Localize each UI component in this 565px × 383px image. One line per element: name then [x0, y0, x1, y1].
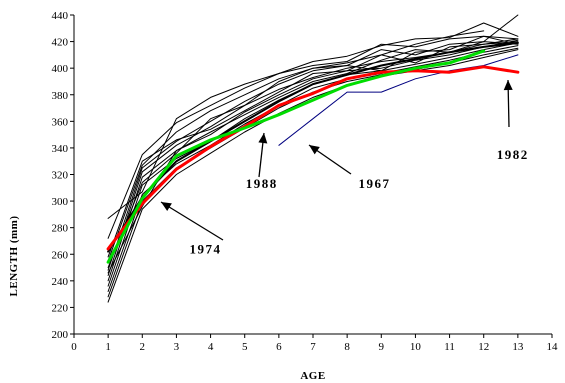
series-line-0 [107, 22, 519, 219]
series-line-5 [107, 39, 519, 282]
tick-layer: 0 1 2 3 4 5 6 7 8 9 10 11 12 13 1420022024026028030032… [52, 10, 559, 353]
x-tick-label-10: 10 [410, 341, 422, 353]
annotation-arrow-line-0 [160, 201, 224, 241]
series-layer [106, 14, 520, 303]
x-tick-label-13: 13 [512, 341, 524, 353]
x-tick-label-9: 9 [379, 341, 385, 353]
y-tick-label-0: 200 [52, 329, 69, 341]
x-tick-label-6: 6 [276, 341, 282, 353]
y-tick-label-2: 240 [52, 276, 69, 288]
y-tick-label-9: 380 [52, 90, 69, 102]
annotation-arrowhead-3 [503, 80, 513, 91]
x-tick-label-8: 8 [344, 341, 350, 353]
x-tick-label-14: 14 [547, 341, 559, 353]
annotation-layer: 1974 1988 1967 1982 [160, 79, 529, 257]
series-line-1 [107, 35, 519, 239]
annotation-label-3: 1982 [497, 147, 529, 162]
y-tick-label-6: 320 [52, 170, 69, 182]
annotation-label-2: 1967 [358, 176, 390, 191]
series-line-9 [107, 49, 519, 303]
y-tick-label-3: 260 [52, 249, 69, 261]
series-line-2 [107, 30, 485, 262]
series-line-10 [107, 41, 519, 258]
y-tick-label-1: 220 [52, 302, 69, 314]
x-tick-label-7: 7 [310, 341, 316, 353]
annotation-arrowhead-1 [258, 133, 268, 144]
series-line-8 [107, 47, 519, 298]
series-line-16 [106, 49, 486, 264]
x-tick-label-5: 5 [242, 341, 248, 353]
series-line-7 [107, 45, 519, 292]
series-line-13 [107, 38, 519, 274]
annotation-arrowhead-0 [161, 202, 172, 212]
annotation-label-0: 1974 [189, 242, 221, 257]
x-tick-label-4: 4 [208, 341, 214, 353]
y-tick-label-10: 400 [52, 63, 69, 75]
x-tick-label-12: 12 [478, 341, 489, 353]
annotation-arrowhead-2 [309, 145, 320, 155]
y-tick-label-4: 280 [52, 223, 69, 235]
y-axis-title: LENGTH (mm) [8, 216, 20, 297]
x-tick-label-0: 0 [71, 341, 77, 353]
x-tick-label-11: 11 [444, 341, 455, 353]
x-tick-label-3: 3 [174, 341, 180, 353]
series-line-11 [107, 35, 519, 268]
x-tick-label-2: 2 [140, 341, 146, 353]
x-tick-label-1: 1 [105, 341, 111, 353]
y-tick-label-5: 300 [52, 196, 69, 208]
series-line-15 [106, 65, 520, 251]
x-axis-title: AGE [300, 370, 325, 382]
annotation-label-1: 1988 [246, 176, 278, 191]
y-tick-label-8: 360 [52, 116, 69, 128]
y-tick-label-12: 440 [52, 10, 69, 22]
series-line-3 [107, 14, 519, 271]
y-tick-label-7: 340 [52, 143, 69, 155]
y-tick-label-11: 420 [52, 37, 69, 49]
